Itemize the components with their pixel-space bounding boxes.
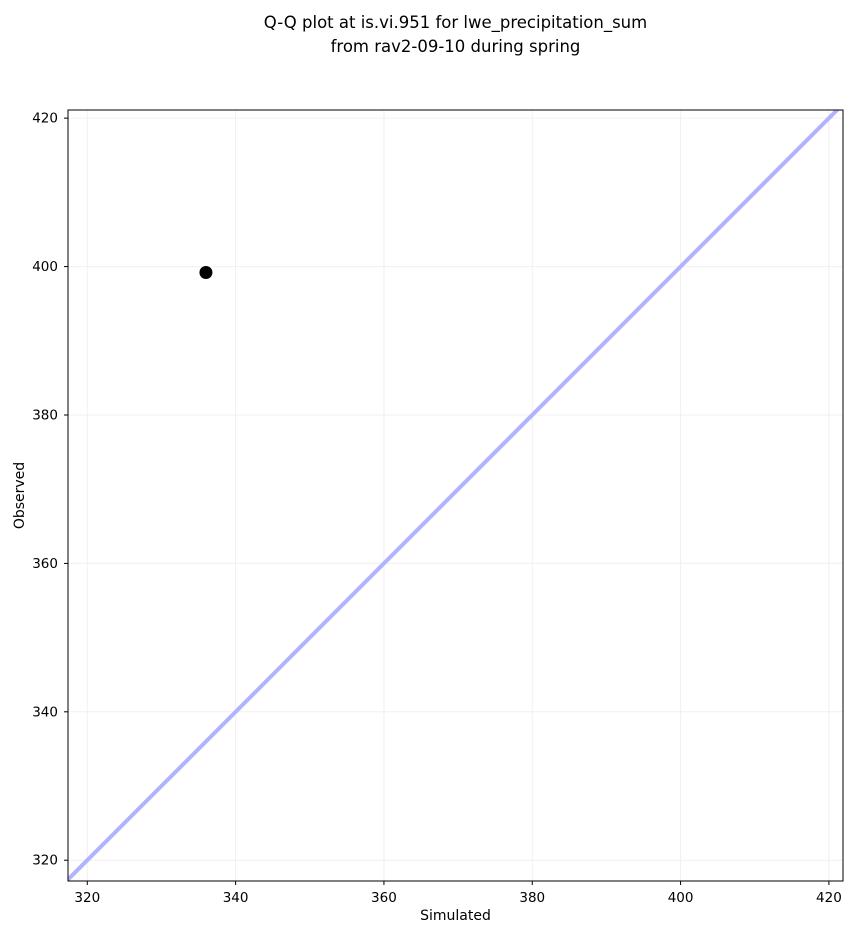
data-point: [199, 266, 213, 280]
x-tick-label: 380: [519, 890, 545, 906]
chart-title-line1: Q-Q plot at is.vi.951 for lwe_precipitat…: [264, 13, 647, 33]
plot-frame: [67, 109, 844, 882]
x-axis-label: Simulated: [420, 908, 491, 924]
y-tick-label: 360: [32, 556, 58, 572]
x-tick-label: 400: [668, 890, 694, 906]
y-tick-label: 340: [32, 704, 58, 720]
y-axis-label: Observed: [12, 462, 28, 529]
y-tick-label: 320: [32, 853, 58, 869]
plot-area: 320 340 360 380 400 420 320 340 360 380 400 420: [32, 109, 844, 906]
y-tick-label: 420: [32, 111, 58, 127]
y-tick-label: 400: [32, 259, 58, 275]
x-tick-label: 320: [74, 890, 100, 906]
x-tick-label: 340: [223, 890, 249, 906]
identity-line: [68, 110, 840, 881]
chart-title-line2: from rav2-09-10 during spring: [331, 37, 581, 56]
x-tick-label: 420: [816, 890, 842, 906]
y-tick-label: 380: [32, 407, 58, 423]
x-tick-label: 360: [371, 890, 397, 906]
